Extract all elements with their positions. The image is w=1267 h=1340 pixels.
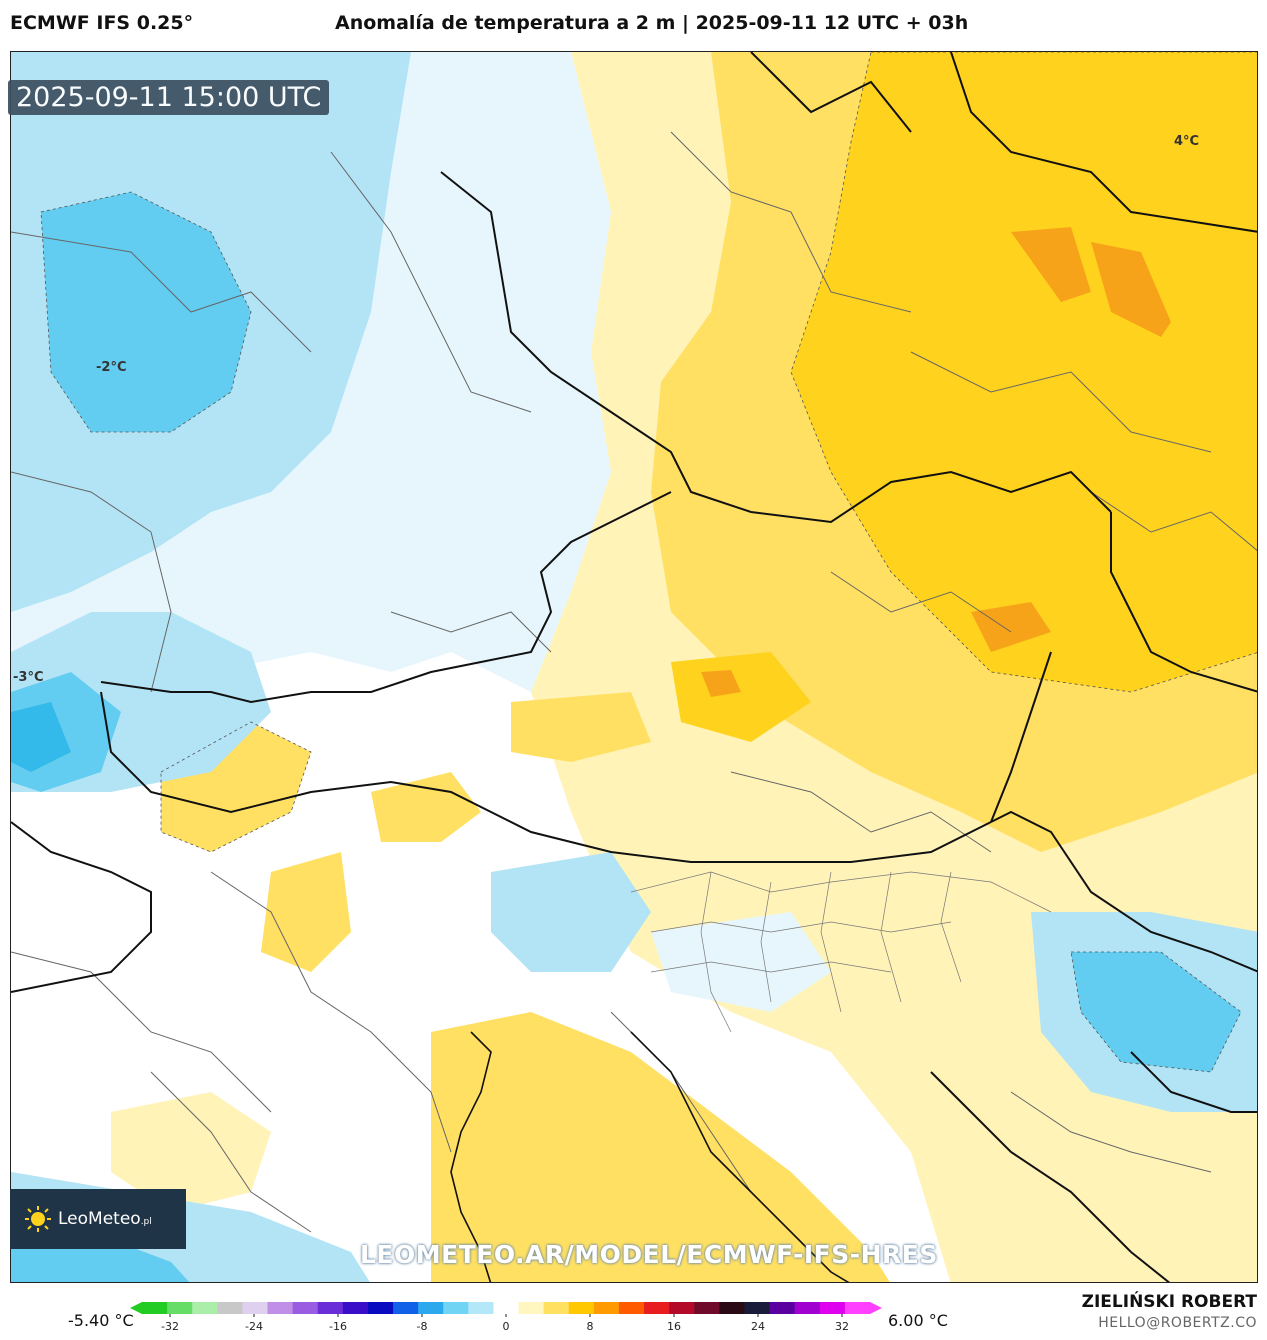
colorbar-min-arrow xyxy=(130,1302,142,1314)
colorbar-cell xyxy=(593,1302,620,1314)
colorbar-cell xyxy=(267,1302,294,1314)
colorbar-cell xyxy=(292,1302,319,1314)
border-balkans xyxy=(930,1071,1171,1282)
warm-south-light xyxy=(111,1092,271,1212)
border-pl xyxy=(950,52,1257,233)
colorbar-cell xyxy=(694,1302,720,1314)
map-title: Anomalía de temperatura a 2 m | 2025-09-… xyxy=(335,12,969,34)
colorbar-tick-label: 16 xyxy=(667,1320,681,1333)
border-de-at xyxy=(100,491,672,704)
colorbar-tick-label: -16 xyxy=(329,1320,347,1333)
colorbar-cell xyxy=(618,1302,645,1314)
colorbar-cell xyxy=(669,1302,695,1314)
border-east xyxy=(1130,1051,1257,1113)
border-at-si xyxy=(990,810,1257,973)
sun-icon xyxy=(25,1206,51,1232)
colorbar-cell xyxy=(342,1302,369,1314)
colorbar-cell xyxy=(518,1302,545,1314)
label-minus-2: -2°C xyxy=(96,360,127,375)
colorbar-cell xyxy=(844,1302,871,1314)
colorbar-cell xyxy=(167,1302,193,1314)
author-contact: HELLO@ROBERTZ.CO xyxy=(1098,1315,1257,1331)
colorbar-min-label: -5.40 °C xyxy=(68,1311,134,1330)
logo-suffix: .pl xyxy=(140,1217,152,1227)
border-de-cz xyxy=(440,171,1112,524)
border-at-it xyxy=(100,691,992,863)
colorbar-max-label: 6.00 °C xyxy=(888,1311,948,1330)
colorbar-cell xyxy=(367,1302,394,1314)
colorbar-cell xyxy=(242,1302,269,1314)
colorbar-tick-label: 32 xyxy=(835,1320,849,1333)
colorbar-max-arrow xyxy=(870,1302,882,1314)
colorbar-tick-label: -32 xyxy=(161,1320,179,1333)
colorbar-cell xyxy=(543,1302,570,1314)
colorbar: -32 -24 -16 -8 0 8 16 24 32 xyxy=(130,1302,882,1333)
author-name: ZIELIŃSKI ROBERT xyxy=(1081,1292,1257,1312)
logo-text: LeoMeteo xyxy=(58,1209,141,1229)
label-minus-3: -3°C xyxy=(13,670,44,685)
border-ch xyxy=(11,821,152,993)
colorbar-cell xyxy=(493,1302,520,1314)
colorbar-cell xyxy=(192,1302,218,1314)
cold-center-spot-2 xyxy=(651,912,831,1012)
border-at-hu xyxy=(990,651,1052,823)
warm-south-area xyxy=(431,1012,890,1282)
colorbar-tick-label: -24 xyxy=(245,1320,263,1333)
cold-east-strong xyxy=(1071,952,1241,1072)
map-panel: -2°C 4°C -3°C xyxy=(10,51,1258,1283)
warm-alps-spot-4 xyxy=(511,692,651,762)
colorbar-tick-label: 24 xyxy=(751,1320,765,1333)
colorbar-cell xyxy=(794,1302,821,1314)
colorbar-cell xyxy=(142,1302,168,1314)
temperature-anomaly-map xyxy=(11,52,1257,1282)
colorbar-tick-label: 8 xyxy=(587,1320,594,1333)
colorbar-cell xyxy=(744,1302,771,1314)
cold-deeper-west xyxy=(11,702,71,772)
colorbar-cell xyxy=(819,1302,846,1314)
colorbar-tick-label: 0 xyxy=(503,1320,510,1333)
warm-alps-spot-2 xyxy=(261,852,351,972)
warm-deep-area xyxy=(1011,227,1091,302)
label-plus-4: 4°C xyxy=(1174,134,1200,149)
warm-strong-area xyxy=(791,52,1257,692)
colorbar-tick-label: -8 xyxy=(417,1320,428,1333)
colorbar-cell xyxy=(769,1302,796,1314)
model-name: ECMWF IFS 0.25° xyxy=(10,12,194,34)
colorbar-cell xyxy=(418,1302,444,1314)
source-url-watermark: LEOMETEO.AR/MODEL/ECMWF-IFS-HRES xyxy=(360,1240,938,1269)
cold-strong-area xyxy=(41,192,251,432)
colorbar-cell xyxy=(568,1302,595,1314)
colorbar-cell xyxy=(443,1302,469,1314)
border-sk-hu xyxy=(1110,512,1257,693)
cold-center-spot xyxy=(491,852,651,972)
warm-alps-spot-3 xyxy=(371,772,481,842)
warm-alps-spot-6 xyxy=(701,670,741,697)
colorbar-cell xyxy=(719,1302,745,1314)
adriatic-coastline xyxy=(450,1031,850,1282)
colorbar-cell xyxy=(217,1302,243,1314)
warm-deep-area-2 xyxy=(1091,242,1171,337)
colorbar-cell xyxy=(393,1302,419,1314)
colorbar-cell xyxy=(317,1302,344,1314)
warm-deep-area-3 xyxy=(971,602,1051,652)
valid-time-badge: 2025-09-11 15:00 UTC xyxy=(8,80,330,115)
leometeo-logo[interactable]: LeoMeteo .pl xyxy=(10,1189,186,1249)
colorbar-cell xyxy=(468,1302,494,1314)
colorbar-cell xyxy=(644,1302,670,1314)
border-cz-sk xyxy=(750,52,912,133)
